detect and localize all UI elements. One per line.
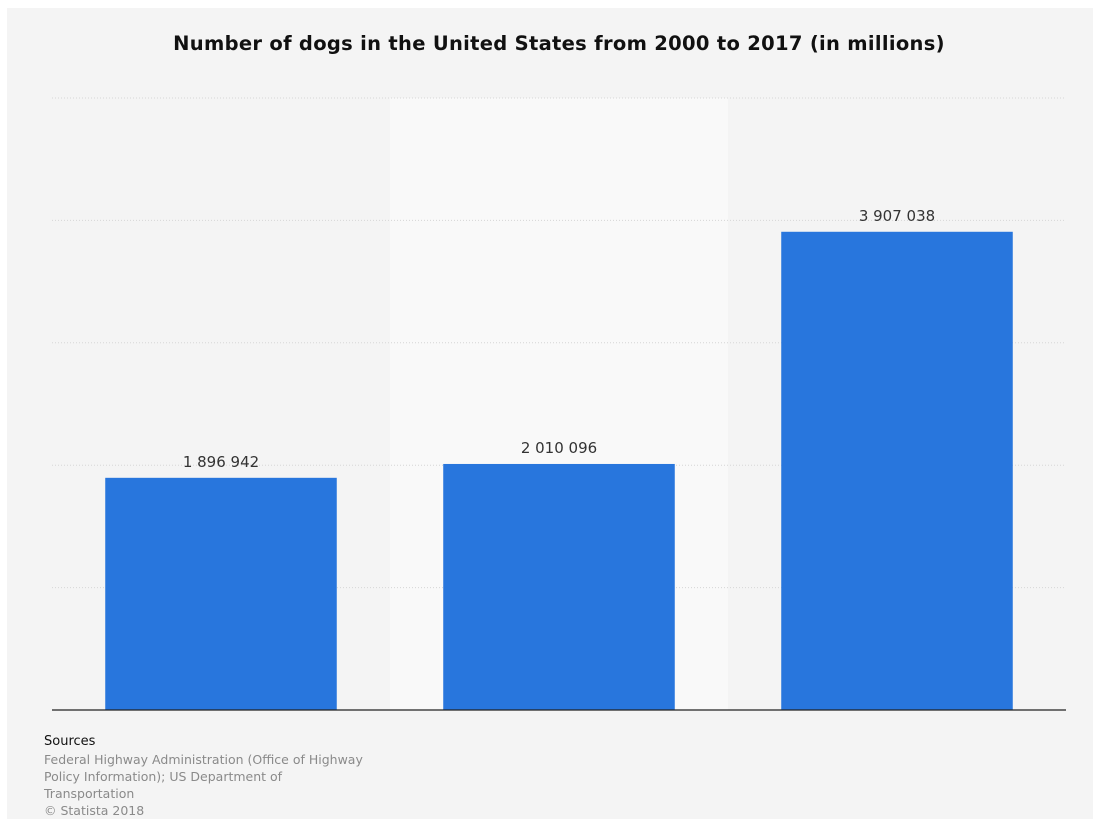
bar-2[interactable] <box>443 463 675 710</box>
data-labels: 1 896 942 2 010 096 3 907 038 <box>183 207 935 471</box>
bar-3[interactable] <box>781 231 1013 710</box>
sources-heading: Sources <box>44 734 96 749</box>
sources-block: Sources Federal Highway Administration (… <box>44 733 374 819</box>
chart-title: Number of dogs in the United States from… <box>173 32 945 55</box>
sources-text: Federal Highway Administration (Office o… <box>44 752 363 801</box>
bar-1[interactable] <box>105 477 337 710</box>
bar-value-label-2: 2 010 096 <box>521 439 597 457</box>
bar-value-label-3: 3 907 038 <box>859 207 935 225</box>
copyright: © Statista 2018 <box>44 803 145 818</box>
bar-value-label-1: 1 896 942 <box>183 453 259 471</box>
bars <box>105 231 1013 710</box>
